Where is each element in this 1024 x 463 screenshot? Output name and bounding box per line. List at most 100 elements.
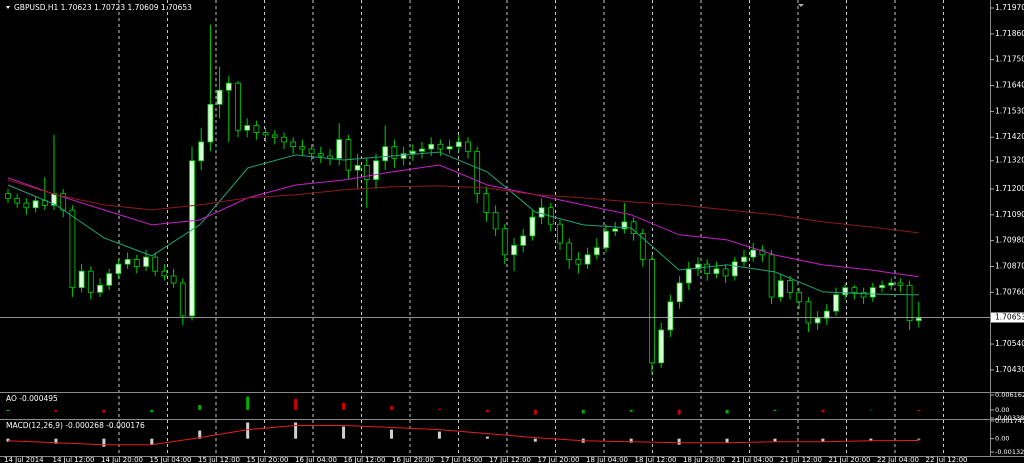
y-tick-label: 1.70870 (995, 262, 1024, 271)
candle-body (354, 165, 361, 171)
macd-bar (342, 426, 346, 439)
candle-body (621, 221, 628, 230)
candle-body (189, 160, 195, 317)
y-tick-label: 0.001747 (995, 417, 1024, 425)
candle-body (704, 263, 711, 274)
ao-bar (533, 409, 537, 415)
candle-body (400, 153, 407, 159)
candle-body (465, 141, 471, 152)
macd-bar (773, 438, 777, 442)
macd-bar (917, 438, 921, 440)
macd-signal (7, 425, 919, 446)
candle-body (455, 141, 462, 148)
ao-bar (725, 409, 729, 414)
candle-body (538, 207, 545, 218)
y-tick-label: 1.71970 (995, 3, 1024, 12)
macd-bar (6, 438, 10, 442)
candle-body (869, 287, 876, 298)
candle-body (143, 256, 149, 267)
candle-body (575, 259, 582, 265)
candle-body (639, 233, 646, 260)
candle-body (336, 139, 343, 159)
ao-bar (6, 409, 10, 412)
y-tick-label: 1.71420 (995, 132, 1024, 141)
y-tick-label: 1.70540 (995, 339, 1024, 348)
y-tick-label: 1.71320 (995, 156, 1024, 165)
y-tick-label: -0.00132 (995, 448, 1024, 456)
candle-body (566, 242, 573, 260)
candle-body (382, 146, 389, 162)
candle-body (759, 249, 766, 256)
candle-body (281, 136, 287, 143)
y-tick-label: 1.70760 (995, 287, 1024, 296)
candle-body (106, 273, 113, 286)
candle-body (373, 160, 379, 180)
shift-marker (798, 4, 804, 7)
candle-body (501, 228, 508, 256)
candle-body (69, 209, 76, 289)
chart-title: GBPUSD,H1 1.70623 1.70723 1.70609 1.7065… (14, 3, 192, 12)
candle-body (796, 291, 803, 303)
candle-body (593, 247, 600, 256)
y-tick-label: 1.71530 (995, 106, 1024, 115)
y-tick-label: 1.71750 (995, 55, 1024, 64)
candle-body (179, 282, 186, 317)
macd-bar (485, 436, 489, 439)
macd-bar (150, 438, 154, 445)
candle-body (851, 287, 858, 293)
ao-bar (581, 409, 585, 414)
macd-bar (869, 438, 873, 441)
ao-bar (629, 409, 633, 412)
ao-bar (917, 409, 921, 412)
macd-bar (629, 438, 633, 443)
x-tick-label: 14 Jul 20:00 (101, 456, 143, 463)
candle-body (483, 193, 490, 213)
menu-arrow[interactable] (6, 6, 10, 9)
candle-body (731, 261, 738, 277)
candle-body (520, 235, 527, 246)
candle-body (317, 153, 324, 157)
candle-body (787, 280, 793, 293)
candle-body (299, 146, 306, 150)
candle-body (97, 284, 103, 293)
macd-bar (389, 429, 393, 439)
candle-body (777, 280, 784, 298)
candle-body (391, 146, 398, 159)
candle-body (612, 228, 619, 232)
y-tick-label: -0.003389 (995, 414, 1024, 422)
candle-body (511, 244, 517, 256)
current-price-label: 1.70653 (995, 313, 1024, 322)
candle-body (161, 270, 168, 277)
candle-body (897, 282, 904, 286)
candle-body (584, 254, 591, 265)
x-tick-label: 22 Jul 12:00 (926, 456, 968, 463)
candle-body (308, 148, 315, 155)
ao-bar (246, 396, 250, 410)
candle-body (14, 197, 21, 204)
macd-bar (437, 431, 441, 439)
x-tick-label: 21 Jul 12:00 (780, 456, 822, 463)
x-tick-label: 16 Jul 20:00 (392, 456, 434, 463)
candle-body (345, 139, 352, 171)
ao-bar (342, 402, 346, 410)
candle-body (428, 143, 435, 150)
candle-body (216, 89, 223, 105)
candle-body (492, 212, 499, 230)
candle-body (685, 268, 692, 284)
macd-bar (725, 438, 729, 443)
macd-bar (821, 438, 825, 442)
candle-body (823, 310, 830, 319)
candle-body (603, 230, 609, 249)
candle-body (133, 259, 140, 267)
ao-bar (485, 409, 489, 413)
macd-bar (246, 422, 250, 439)
x-tick-label: 17 Jul 20:00 (538, 456, 580, 463)
grid-layer (118, 0, 944, 456)
moving-average (7, 164, 919, 278)
ao-bar (198, 405, 202, 410)
candle-body (78, 270, 85, 289)
candle-body (409, 150, 416, 155)
x-tick-label: 16 Jul 12:00 (344, 456, 386, 463)
